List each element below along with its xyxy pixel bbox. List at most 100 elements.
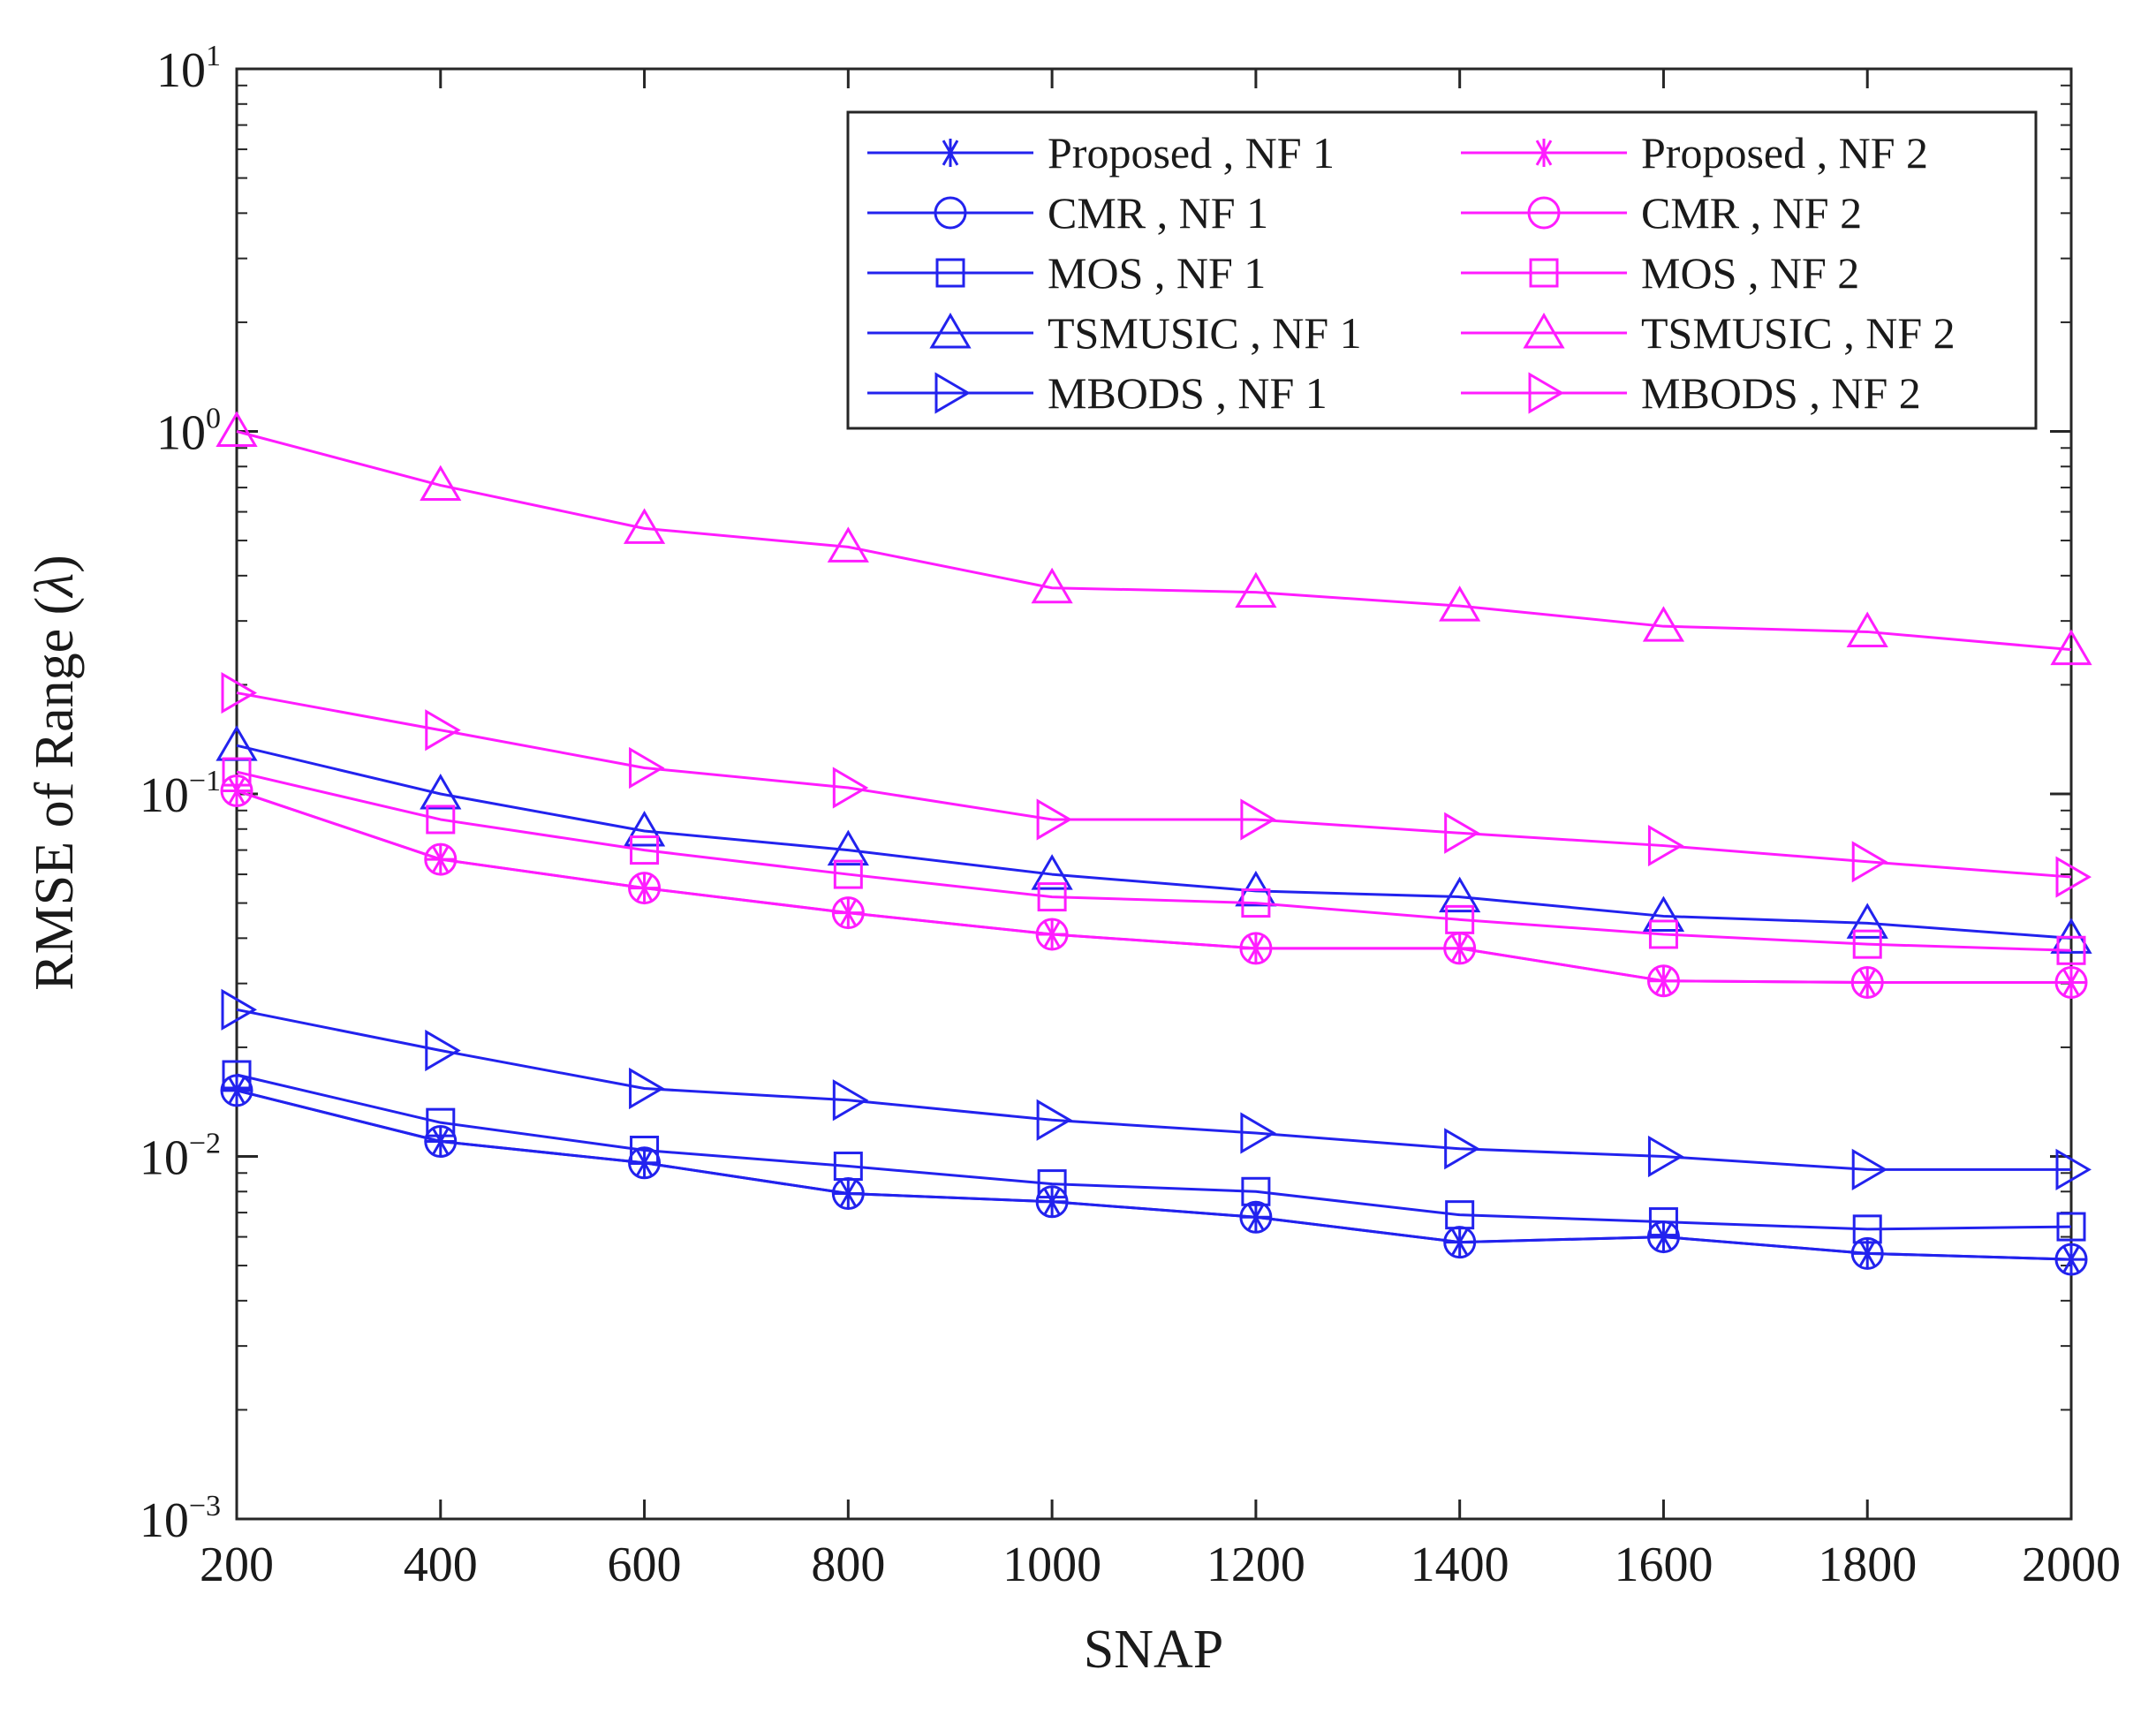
data-point-triangle-up: [1846, 611, 1888, 647]
legend-entry: Proposed , NF 2: [1461, 128, 1928, 178]
data-point-circle: [2054, 965, 2088, 999]
legend-marker-triangle-right: [1528, 372, 1564, 414]
y-tick-base: 10: [156, 43, 206, 98]
data-point-triangle-up: [1439, 876, 1481, 913]
legend-entry: TSMUSIC , NF 2: [1461, 308, 1956, 358]
legend-entry: MOS , NF 1: [867, 248, 1266, 298]
x-tick-label: 1000: [1002, 1537, 1101, 1592]
series-line: [236, 744, 2072, 940]
legend-marker-circle: [934, 196, 967, 230]
legend-marker-triangle-up: [1523, 313, 1565, 349]
legend-label: MBODS , NF 1: [1048, 368, 1328, 418]
y-axis-label-symbol: λ: [25, 573, 85, 599]
data-point-circle: [1035, 918, 1069, 951]
data-point-square: [833, 859, 863, 889]
y-axis-label-main: RMSE of Range (: [25, 597, 85, 991]
data-point-triangle-up: [1031, 854, 1073, 890]
data-point-square: [1648, 919, 1678, 949]
data-point-square: [1037, 882, 1067, 912]
y-tick-exponent: −2: [189, 1128, 221, 1160]
data-point-square: [1241, 1176, 1271, 1206]
data-point-triangle-right: [832, 767, 869, 809]
legend-label: Proposed , NF 2: [1641, 128, 1928, 178]
data-point-triangle-up: [216, 411, 258, 447]
y-axis-label: RMSE of Range (λ): [25, 555, 85, 991]
x-tick-label: 2000: [2022, 1537, 2121, 1592]
data-point-square: [2056, 935, 2086, 965]
y-tick-label: 100: [156, 403, 221, 461]
data-point-triangle-right: [425, 1029, 461, 1072]
series-8: [216, 411, 2092, 666]
data-point-triangle-right: [425, 709, 461, 752]
legend-label: CMR , NF 1: [1048, 188, 1268, 238]
data-point-triangle-right: [221, 671, 257, 714]
data-point-triangle-right: [832, 1079, 869, 1122]
data-point-circle: [2054, 1243, 2088, 1276]
data-point-triangle-right: [1240, 798, 1276, 841]
data-point-square: [222, 757, 252, 787]
legend-marker-asterisk: [1530, 139, 1558, 167]
data-point-circle: [1850, 1236, 1884, 1270]
data-point-triangle-up: [827, 526, 869, 563]
axes: 200 400 600 800 1000 1200 1400 1600 1800 200010−3…: [140, 40, 2121, 1592]
x-tick-label: 400: [404, 1537, 478, 1592]
data-point-triangle-right: [2055, 1148, 2092, 1190]
data-point-circle: [628, 872, 662, 905]
data-point-triangle-up: [623, 508, 666, 544]
data-point-triangle-right: [1036, 1099, 1073, 1141]
data-point-circle: [1239, 932, 1273, 965]
y-axis-label-close: ): [25, 555, 85, 573]
series-7: [222, 757, 2086, 965]
legend-entry: TSMUSIC , NF 1: [867, 308, 1362, 358]
data-point-square: [630, 835, 660, 865]
data-point-triangle-up: [2050, 629, 2092, 666]
data-point-square: [833, 1152, 863, 1182]
data-point-square: [630, 1136, 660, 1166]
series-2: [222, 1060, 2086, 1244]
data-point-triangle-up: [1031, 567, 1073, 604]
series-line: [236, 770, 2072, 952]
data-point-square: [426, 805, 456, 835]
data-point-triangle-up: [1846, 903, 1888, 939]
x-tick-label: 1200: [1207, 1537, 1305, 1592]
data-point-triangle-up: [623, 811, 666, 847]
data-point-triangle-right: [1444, 812, 1480, 854]
data-point-triangle-right: [629, 1067, 665, 1110]
legend-label: Proposed , NF 1: [1048, 128, 1335, 178]
legend-box: [846, 110, 2038, 430]
legend-label: MOS , NF 2: [1641, 248, 1859, 298]
y-tick-base: 10: [140, 1131, 189, 1186]
legend-entry: MBODS , NF 1: [867, 368, 1328, 418]
series-9: [221, 671, 2092, 898]
legend: Proposed , NF 1 CMR , NF 1 MOS , NF 1 TSMUS…: [846, 110, 2038, 430]
data-point-square: [1241, 888, 1271, 918]
series-3: [216, 725, 2092, 954]
data-point-circle: [424, 1125, 458, 1159]
y-tick-exponent: 0: [206, 403, 221, 435]
data-point-triangle-right: [1851, 841, 1888, 883]
data-point-circle: [1035, 1185, 1069, 1219]
data-point-triangle-up: [420, 774, 462, 810]
series-line: [236, 430, 2072, 652]
y-tick-exponent: −3: [189, 1490, 221, 1522]
data-point-square: [1445, 1200, 1475, 1230]
y-tick-label: 10−3: [140, 1490, 221, 1548]
data-series: [216, 411, 2092, 1276]
data-point-square: [1037, 1169, 1067, 1199]
series-line: [236, 790, 2071, 984]
data-point-triangle-right: [1036, 798, 1073, 841]
data-point-triangle-up: [1439, 586, 1481, 622]
data-point-circle: [628, 1146, 662, 1180]
y-tick-label: 10−1: [140, 765, 221, 823]
legend-entry: MOS , NF 2: [1461, 248, 1859, 298]
series-line: [236, 1089, 2072, 1261]
data-point-circle: [220, 774, 253, 807]
data-point-triangle-up: [1642, 606, 1685, 642]
data-point-triangle-up: [420, 465, 462, 502]
data-point-square: [1852, 1214, 1882, 1244]
data-point-circle: [1850, 965, 1884, 999]
data-point-circle: [1239, 1200, 1273, 1234]
data-point-square: [1852, 929, 1882, 959]
legend-entry: Proposed , NF 1: [867, 128, 1335, 178]
data-point-triangle-right: [221, 988, 257, 1031]
